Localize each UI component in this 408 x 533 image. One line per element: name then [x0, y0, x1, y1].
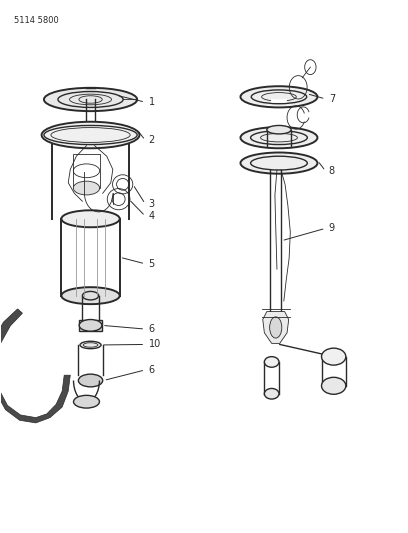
Bar [73, 154, 100, 188]
Ellipse shape [61, 211, 120, 227]
Polygon shape [0, 309, 70, 423]
Ellipse shape [44, 88, 137, 111]
Text: 9: 9 [329, 223, 335, 233]
Ellipse shape [264, 389, 279, 399]
Polygon shape [263, 312, 289, 343]
Ellipse shape [73, 395, 100, 408]
Text: 3: 3 [149, 199, 155, 209]
Ellipse shape [73, 181, 100, 195]
Text: 6: 6 [149, 365, 155, 375]
Text: 8: 8 [329, 166, 335, 176]
Ellipse shape [240, 86, 317, 108]
Text: 10: 10 [149, 340, 161, 350]
Ellipse shape [80, 341, 101, 349]
Text: 7: 7 [329, 94, 335, 104]
Ellipse shape [322, 377, 346, 394]
Ellipse shape [270, 317, 282, 338]
Ellipse shape [61, 287, 120, 304]
Text: 4: 4 [149, 211, 155, 221]
Ellipse shape [79, 319, 102, 331]
Ellipse shape [322, 348, 346, 365]
Ellipse shape [240, 127, 317, 148]
Ellipse shape [240, 152, 317, 174]
Text: 2: 2 [149, 135, 155, 146]
Ellipse shape [42, 122, 140, 148]
Text: 5: 5 [149, 259, 155, 269]
Bar [79, 319, 102, 331]
Text: 6: 6 [149, 324, 155, 334]
Text: 5114 5800: 5114 5800 [13, 16, 58, 25]
Text: 1: 1 [149, 97, 155, 107]
Ellipse shape [267, 125, 291, 134]
Ellipse shape [78, 374, 103, 387]
Ellipse shape [264, 357, 279, 367]
